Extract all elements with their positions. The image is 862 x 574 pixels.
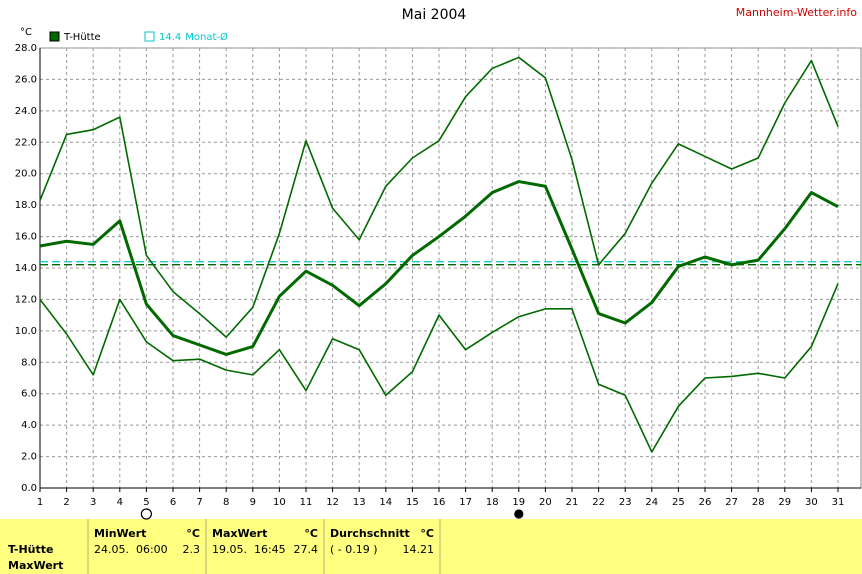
cell-value: 14.21 [403, 543, 435, 556]
y-tick-label: 10.0 [15, 326, 37, 337]
y-tick-label: 14.0 [15, 263, 37, 274]
x-tick-label: 13 [353, 497, 366, 508]
x-tick-label: 28 [752, 497, 765, 508]
x-tick-label: 26 [699, 497, 712, 508]
moon-marker [514, 509, 524, 519]
x-tick-label: 12 [326, 497, 339, 508]
series-line [39, 56, 839, 338]
cell-time: 24.05. 06:00 [94, 543, 168, 556]
legend-swatch [49, 31, 60, 42]
cell-value: 27.4 [294, 543, 319, 556]
series-line [39, 180, 839, 356]
x-tick-label: 4 [117, 497, 123, 508]
x-tick-label: 27 [725, 497, 738, 508]
series-line [39, 283, 839, 453]
x-tick-label: 14 [379, 497, 392, 508]
y-tick-label: 20.0 [15, 169, 37, 180]
y-tick-label: 22.0 [15, 137, 37, 148]
table-bg [0, 519, 862, 574]
x-tick-label: 7 [196, 497, 202, 508]
x-tick-label: 3 [90, 497, 96, 508]
x-tick-label: 22 [592, 497, 605, 508]
moon-marker [140, 508, 152, 520]
column-header: MinWert [94, 527, 146, 540]
y-tick-label: 0.0 [21, 483, 37, 494]
column-unit: °C [186, 527, 200, 540]
column-unit: °C [420, 527, 434, 540]
summary-table: T-Hütte MaxWert MinWert °C 24.05. 06:00 2.3 Ma… [8, 519, 441, 574]
x-tick-label: 10 [273, 497, 286, 508]
chart-title: Mai 2004 [402, 7, 467, 23]
y-tick-label: 6.0 [21, 389, 37, 400]
y-tick-label: 2.0 [21, 452, 37, 463]
x-tick-label: 18 [486, 497, 499, 508]
y-tick-label: 28.0 [15, 43, 37, 54]
legend-swatch [144, 31, 155, 42]
column-unit: °C [304, 527, 318, 540]
x-tick-label: 31 [832, 497, 845, 508]
row-label: MaxWert [8, 559, 63, 572]
cell-time: 19.05. 16:45 [212, 543, 286, 556]
column-header: Durchschnitt [330, 527, 410, 540]
legend-label: 14.4 Monat-Ø [159, 31, 228, 43]
x-tick-label: 11 [300, 497, 313, 508]
y-tick-label: 18.0 [15, 200, 37, 211]
x-tick-label: 19 [512, 497, 525, 508]
x-tick-label: 6 [170, 497, 176, 508]
x-tick-label: 8 [223, 497, 229, 508]
x-tick-label: 1 [37, 497, 43, 508]
x-tick-label: 24 [645, 497, 658, 508]
cell-time: ( - 0.19 ) [330, 543, 378, 556]
legend-value: 14.4 [159, 32, 181, 43]
y-tick-label: 12.0 [15, 294, 37, 305]
y-tick-label: 24.0 [15, 106, 37, 117]
y-unit: °C [20, 27, 32, 38]
legend-text: Monat-Ø [185, 31, 228, 43]
x-tick-label: 25 [672, 497, 685, 508]
y-tick-label: 16.0 [15, 232, 37, 243]
x-tick-label: 2 [63, 497, 69, 508]
y-tick-label: 8.0 [21, 357, 37, 368]
x-tick-label: 21 [566, 497, 579, 508]
y-tick-label: 26.0 [15, 74, 37, 85]
x-tick-label: 9 [250, 497, 256, 508]
column-header: MaxWert [212, 527, 267, 540]
x-tick-label: 29 [778, 497, 791, 508]
x-tick-label: 16 [433, 497, 446, 508]
legend-label: T-Hütte [63, 32, 101, 43]
row-label: T-Hütte [8, 543, 53, 556]
x-tick-label: 17 [459, 497, 472, 508]
x-tick-label: 20 [539, 497, 552, 508]
x-tick-label: 15 [406, 497, 419, 508]
cell-value: 2.3 [183, 543, 201, 556]
source: Mannheim-Wetter.info [736, 6, 858, 19]
x-tick-label: 23 [619, 497, 632, 508]
x-tick-label: 5 [143, 497, 149, 508]
x-tick-label: 30 [805, 497, 818, 508]
y-tick-label: 4.0 [21, 420, 37, 431]
